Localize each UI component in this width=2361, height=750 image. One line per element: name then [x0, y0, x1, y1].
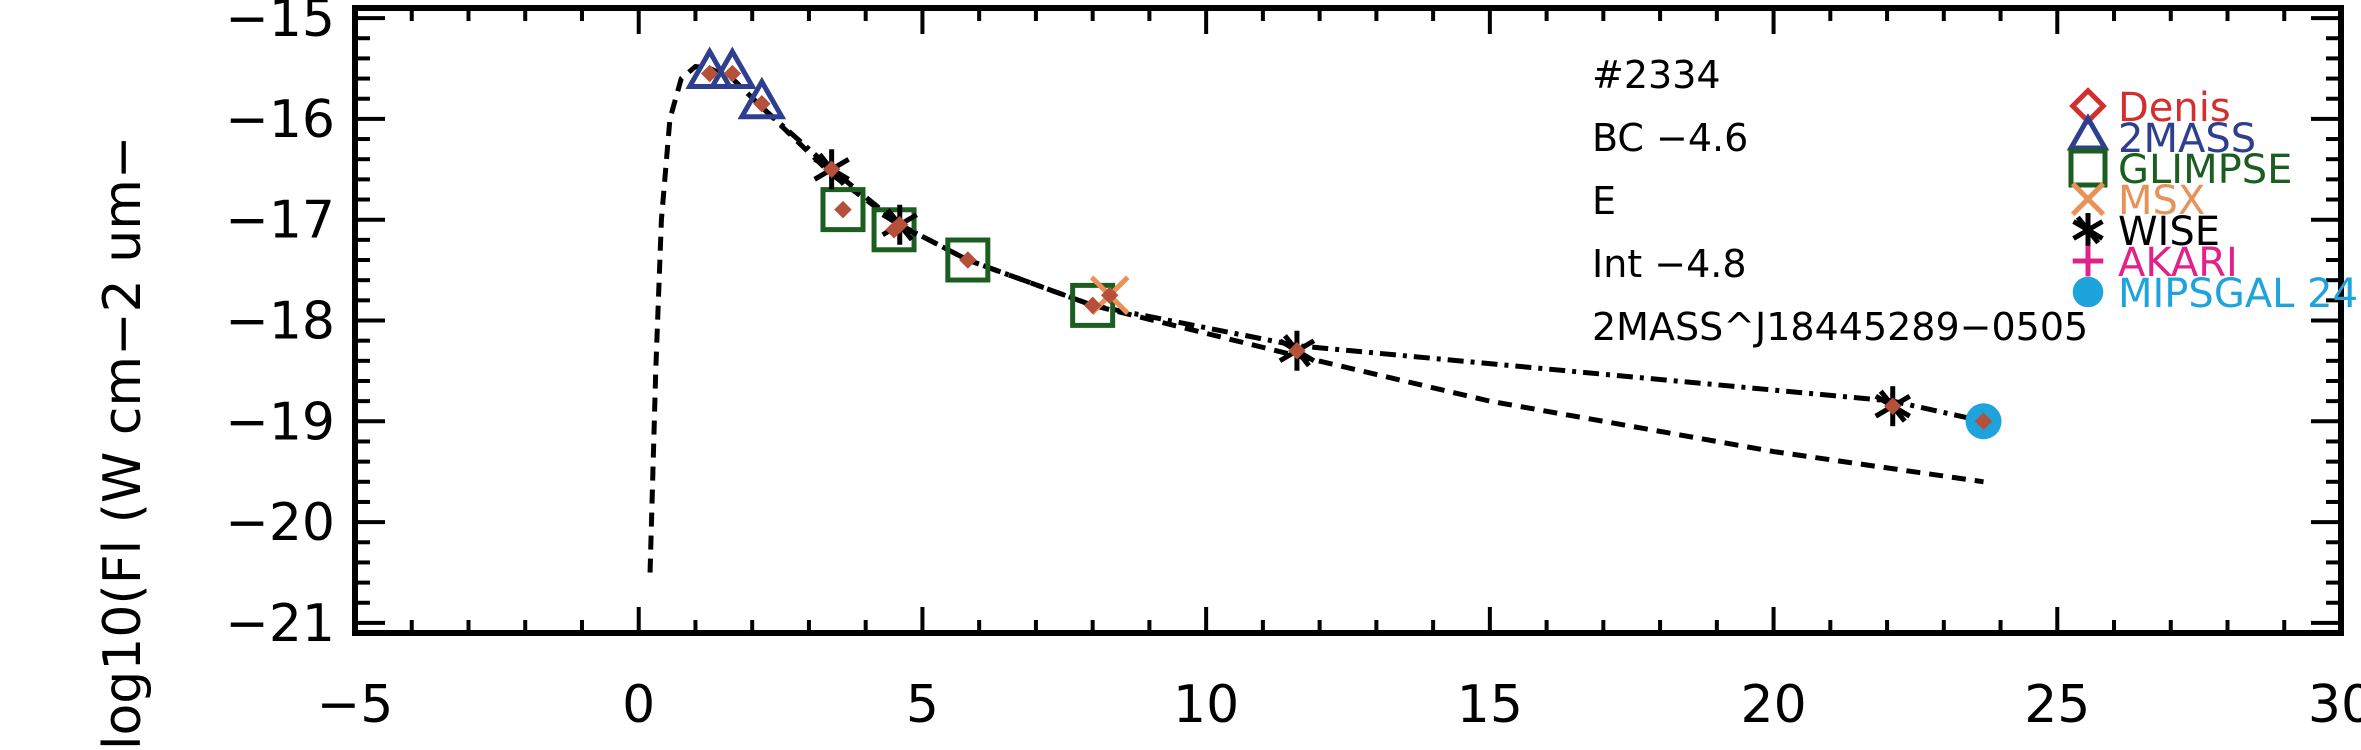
marker-triangle [2066, 113, 2110, 151]
small-diamond-mark [822, 160, 841, 178]
x-mark [2070, 181, 2106, 217]
legend-label: AKARI [2118, 240, 2238, 286]
marker-small-diamond [959, 251, 977, 269]
x-tick-label: 5 [906, 675, 939, 735]
marker-small-diamond [834, 200, 852, 219]
marker-small-diamond [723, 64, 742, 83]
small-diamond-mark [700, 64, 719, 83]
annotation-line: #2334 [1592, 53, 1721, 97]
legend-label: GLIMPSE [2118, 147, 2292, 193]
triangle-mark [737, 76, 787, 120]
square-mark [945, 237, 991, 283]
model-curve-dashed [647, 63, 1984, 573]
marker-small-diamond [822, 160, 841, 178]
x-tick-label: −5 [317, 675, 394, 735]
asterisk-mark [2075, 215, 2101, 245]
x-tick-label: 20 [1740, 675, 1806, 735]
marker-asterisk [2072, 213, 2104, 247]
small-diamond-mark [753, 95, 771, 113]
small-diamond-mark [1974, 412, 1993, 431]
small-diamond-mark [1083, 296, 1102, 315]
legend-label: WISE [2118, 209, 2220, 255]
marker-circle [2072, 276, 2104, 308]
marker-small-diamond [1974, 412, 1993, 431]
x-tick-label: 15 [1457, 675, 1523, 735]
circle-mark [2072, 276, 2104, 308]
legend-item-2mass: 2MASS [2066, 113, 2256, 162]
triangle-mark [708, 46, 757, 90]
marker-small-diamond [1288, 342, 1306, 360]
x-tick-label: 0 [622, 675, 655, 735]
small-diamond-mark [959, 251, 977, 269]
legend-label: Denis [2118, 85, 2231, 131]
annotation-line: BC −4.6 [1592, 116, 1748, 160]
marker-small-diamond [1083, 296, 1102, 315]
square-mark [1070, 282, 1116, 328]
x-tick-label: 30 [2308, 675, 2361, 735]
annotation-block: #2334 BC −4.6 E Int −4.8 2MASS^J18445289−050… [1592, 53, 2088, 349]
legend-label: MIPSGAL 24 [2118, 271, 2358, 317]
marker-small-diamond [891, 216, 909, 234]
marker-small-diamond [1884, 397, 1902, 415]
annotation-line: 2MASS^J18445289−0505 [1592, 305, 2088, 349]
annotation-line: E [1592, 179, 1616, 223]
y-tick-label: −17 [225, 191, 335, 251]
marker-plus [2072, 245, 2104, 277]
y-axis-label: log10(Fl (W cm−2 um− [93, 136, 153, 750]
small-diamond-mark [1288, 342, 1306, 360]
small-diamond-mark [891, 216, 909, 234]
marker-square [945, 237, 991, 283]
legend-item-glimpse: GLIMPSE [2068, 147, 2292, 193]
x-tick-label: 25 [2024, 675, 2090, 735]
y-tick-label: −16 [225, 90, 335, 150]
marker-small-diamond [700, 64, 719, 83]
square-mark [871, 207, 917, 253]
small-diamond-mark [1884, 397, 1902, 415]
y-tick-label: −15 [225, 0, 335, 49]
marker-square [2068, 148, 2108, 188]
marker-square [871, 207, 917, 253]
marker-square [1070, 282, 1116, 328]
axis-ticks: −5 0 5 10 15 20 25 30 −15 −16 −17 −18 −19 −20 −21 [225, 0, 2361, 735]
legend-item-wise: WISE [2072, 209, 2220, 255]
legend-label: 2MASS [2118, 116, 2256, 162]
marker-small-diamond [1100, 286, 1119, 305]
small-diamond-mark [834, 200, 852, 219]
legend-item-akari: AKARI [2072, 240, 2238, 286]
square-mark [820, 187, 866, 233]
marker-small-diamond [753, 95, 771, 113]
triangle-mark [2066, 113, 2110, 151]
marker-triangle [708, 46, 757, 90]
legend-item-mipsgal-24: MIPSGAL 24 [2072, 271, 2358, 317]
marker-x [2070, 181, 2106, 217]
photometry-points [685, 46, 2002, 440]
x-tick-label: 10 [1173, 675, 1239, 735]
small-diamond-mark [1100, 286, 1119, 305]
annotation-line: Int −4.8 [1592, 242, 1747, 286]
y-tick-label: −18 [225, 292, 335, 352]
y-tick-label: −21 [225, 594, 335, 654]
y-tick-label: −20 [225, 493, 335, 553]
marker-square [820, 187, 866, 233]
legend-label: MSX [2118, 178, 2205, 224]
square-mark [2068, 148, 2108, 188]
y-tick-label: −19 [225, 392, 335, 452]
marker-triangle [737, 76, 787, 120]
legend-item-msx: MSX [2070, 178, 2205, 224]
small-diamond-mark [723, 64, 742, 83]
